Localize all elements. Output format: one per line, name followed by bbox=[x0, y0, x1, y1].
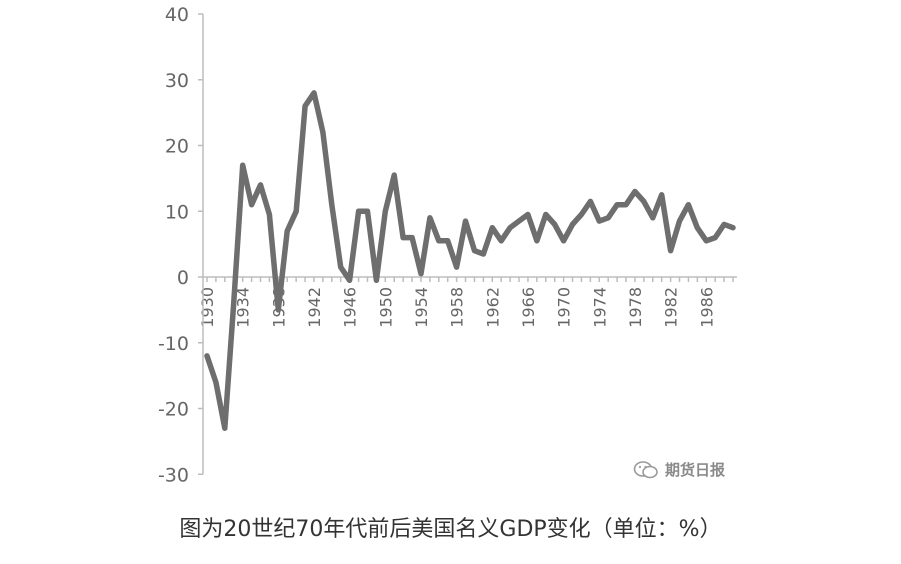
gdp-series-line bbox=[204, 90, 736, 431]
y-tick-label: 10 bbox=[165, 201, 189, 223]
y-tick-label: -10 bbox=[158, 333, 189, 355]
x-tick-label: 1942 bbox=[305, 287, 324, 328]
x-tick-label: 1966 bbox=[519, 287, 538, 328]
figure-caption: 图为20世纪70年代前后美国名义GDP变化（单位：%） bbox=[179, 517, 722, 542]
y-tick-label: -30 bbox=[158, 464, 189, 486]
y-axis-ticks: 40 30 20 10 0 -10 -20 -30 bbox=[158, 4, 203, 486]
x-tick-label: 1946 bbox=[341, 287, 360, 328]
wechat-icon bbox=[633, 460, 658, 478]
y-tick-label: 30 bbox=[165, 70, 189, 92]
x-tick-label: 1930 bbox=[198, 287, 217, 328]
watermark-text: 期货日报 bbox=[665, 461, 726, 479]
x-tick-label: 1934 bbox=[234, 287, 253, 328]
x-tick-label: 1958 bbox=[448, 287, 467, 328]
x-tick-label: 1982 bbox=[662, 287, 681, 328]
x-tick-label: 1954 bbox=[412, 287, 431, 328]
x-tick-label: 1986 bbox=[697, 287, 716, 328]
y-tick-label: -20 bbox=[158, 399, 189, 421]
y-tick-label: 0 bbox=[177, 267, 189, 289]
x-tick-label: 1950 bbox=[376, 287, 395, 328]
y-tick-label: 20 bbox=[165, 136, 189, 158]
x-tick-label: 1962 bbox=[483, 287, 502, 328]
y-tick-label: 40 bbox=[165, 4, 189, 26]
x-tick-label: 1974 bbox=[590, 287, 609, 328]
x-tick-label: 1978 bbox=[626, 287, 645, 328]
x-tick-label: 1970 bbox=[555, 287, 574, 328]
watermark: 期货日报 bbox=[633, 459, 725, 480]
x-axis-ticks: 1930 1934 1938 1942 1946 1950 1954 1958 1962 1966… bbox=[198, 277, 734, 328]
